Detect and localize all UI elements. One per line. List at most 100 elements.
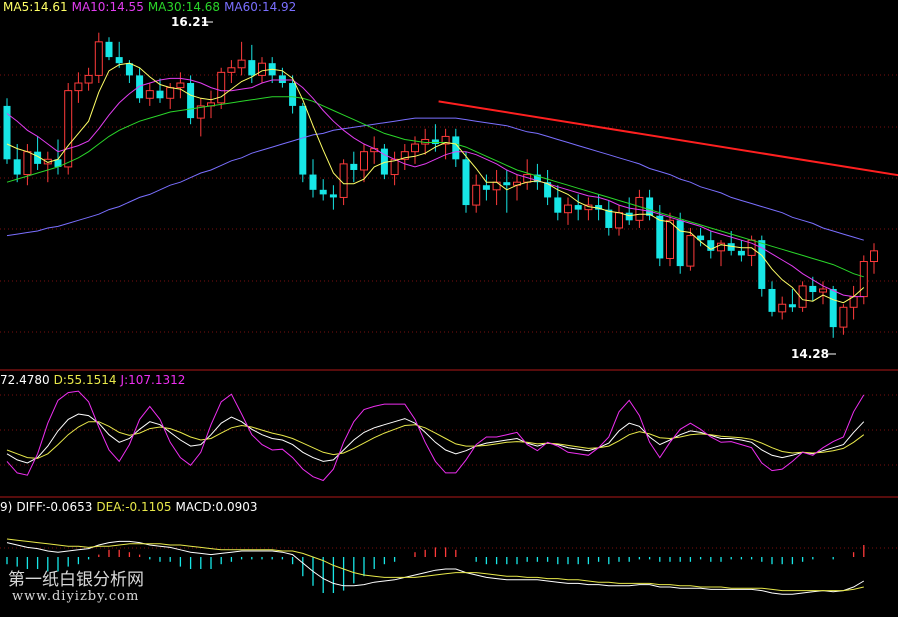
candle-body-up bbox=[870, 250, 878, 263]
candle-body-down bbox=[625, 212, 633, 221]
legend-entry: D:55.1514 bbox=[53, 373, 117, 387]
candle-body-up bbox=[176, 82, 185, 89]
kdj-j-line bbox=[6, 390, 865, 482]
candle-body-up bbox=[258, 62, 266, 76]
candle-body-down bbox=[125, 63, 133, 76]
kdj-k-line bbox=[6, 413, 865, 464]
candle-body-up bbox=[839, 306, 848, 328]
high-price-label: 16.21 bbox=[171, 15, 209, 29]
candle-body-up bbox=[400, 151, 409, 160]
ma10-line bbox=[6, 77, 864, 298]
low-price-label: 14.28 bbox=[791, 347, 829, 361]
candle-body-down bbox=[156, 90, 164, 99]
candle-body-down bbox=[350, 163, 358, 170]
candle-body-down bbox=[768, 288, 776, 312]
candle-body-down bbox=[115, 57, 123, 64]
candle-body-up bbox=[819, 288, 827, 293]
candle-body-down bbox=[278, 75, 286, 84]
legend-entry: MA30:14.68 bbox=[147, 0, 221, 14]
candle-body-down bbox=[656, 215, 664, 259]
candle-body-down bbox=[533, 174, 541, 183]
macd-diff-line bbox=[6, 540, 865, 595]
ma30-line bbox=[6, 96, 864, 278]
candle-body-down bbox=[289, 83, 297, 106]
candle-body-up bbox=[441, 135, 450, 145]
macd-dea-line bbox=[6, 538, 864, 592]
candle-body-up bbox=[94, 41, 103, 76]
candle-body-up bbox=[492, 181, 501, 191]
legend-entry: MA5:14.61 bbox=[3, 0, 68, 14]
candle-body-up bbox=[237, 59, 246, 69]
candle-body-down bbox=[3, 105, 11, 160]
candle-body-up bbox=[166, 87, 175, 99]
macd-panel[interactable] bbox=[6, 538, 865, 595]
ma60-line bbox=[6, 117, 864, 241]
legend-entry: 9) bbox=[0, 500, 13, 514]
candle-body-down bbox=[482, 185, 490, 190]
candle-body-down bbox=[676, 220, 684, 267]
watermark-url: www.diyizby.com bbox=[12, 589, 140, 604]
candle-body-down bbox=[595, 205, 603, 210]
macd-legend: 9) DIFF:-0.0653 DEA:-0.1105 MACD:0.0903 bbox=[0, 500, 262, 514]
candle-body-up bbox=[859, 261, 868, 298]
candle-body-down bbox=[646, 197, 654, 216]
legend-entry: DEA:-0.1105 bbox=[96, 500, 172, 514]
kdj-d-line bbox=[6, 421, 865, 459]
legend-entry: MACD:0.0903 bbox=[175, 500, 258, 514]
legend-entry: J:107.1312 bbox=[120, 373, 186, 387]
candle-body-down bbox=[727, 243, 735, 251]
chart-grid bbox=[0, 74, 898, 549]
candle-body-up bbox=[196, 105, 205, 119]
legend-entry: MA60:14.92 bbox=[224, 0, 297, 14]
trend-line bbox=[438, 100, 898, 177]
candle-body-up bbox=[64, 90, 73, 168]
candle-body-down bbox=[34, 151, 42, 164]
candle-body-up bbox=[411, 143, 419, 153]
candle-body-down bbox=[452, 136, 460, 160]
candle-body-up bbox=[717, 242, 725, 252]
watermark-title: 第一纸白银分析网 bbox=[8, 570, 144, 590]
candle-body-up bbox=[227, 67, 236, 73]
candle-body-down bbox=[554, 197, 562, 213]
candle-body-down bbox=[503, 182, 511, 186]
ma-legend: MA5:14.61 MA10:14.55 MA30:14.68 MA60:14.92 bbox=[3, 0, 300, 14]
price-panel[interactable] bbox=[3, 21, 898, 355]
candle-body-up bbox=[686, 235, 695, 267]
candle-body-up bbox=[472, 184, 481, 206]
legend-entry: DIFF:-0.0653 bbox=[16, 500, 93, 514]
candle-body-down bbox=[809, 285, 817, 293]
candle-body-down bbox=[737, 250, 745, 256]
candle-body-down bbox=[105, 41, 113, 58]
candle-body-down bbox=[758, 240, 766, 289]
candle-body-up bbox=[778, 303, 787, 313]
candle-body-down bbox=[187, 83, 195, 119]
kdj-legend: 72.4780 D:55.1514 J:107.1312 bbox=[0, 373, 189, 387]
candle-body-down bbox=[462, 159, 470, 206]
candle-body-up bbox=[564, 204, 572, 214]
candle-body-up bbox=[615, 212, 623, 229]
candle-body-down bbox=[248, 60, 256, 76]
ma5-line bbox=[6, 62, 865, 304]
candle-body-up bbox=[74, 82, 83, 92]
candle-body-down bbox=[380, 148, 388, 175]
candle-body-up bbox=[23, 151, 32, 176]
candle-body-down bbox=[605, 209, 613, 228]
candle-body-up bbox=[84, 74, 93, 84]
candle-body-down bbox=[829, 288, 837, 328]
candle-body-up bbox=[798, 285, 807, 308]
candle-body-down bbox=[574, 205, 582, 210]
candle-body-up bbox=[145, 90, 154, 99]
candle-body-down bbox=[544, 182, 552, 198]
candle-body-up bbox=[360, 151, 368, 171]
candle-body-down bbox=[13, 159, 21, 175]
candle-body-down bbox=[54, 159, 62, 167]
candle-body-down bbox=[431, 139, 439, 145]
kdj-panel[interactable] bbox=[6, 390, 865, 482]
candle-body-up bbox=[217, 71, 226, 104]
candle-body-down bbox=[136, 75, 144, 99]
candle-body-down bbox=[299, 105, 307, 175]
candle-body-up bbox=[666, 219, 674, 259]
candle-body-down bbox=[329, 194, 337, 198]
candle-body-down bbox=[309, 174, 317, 190]
